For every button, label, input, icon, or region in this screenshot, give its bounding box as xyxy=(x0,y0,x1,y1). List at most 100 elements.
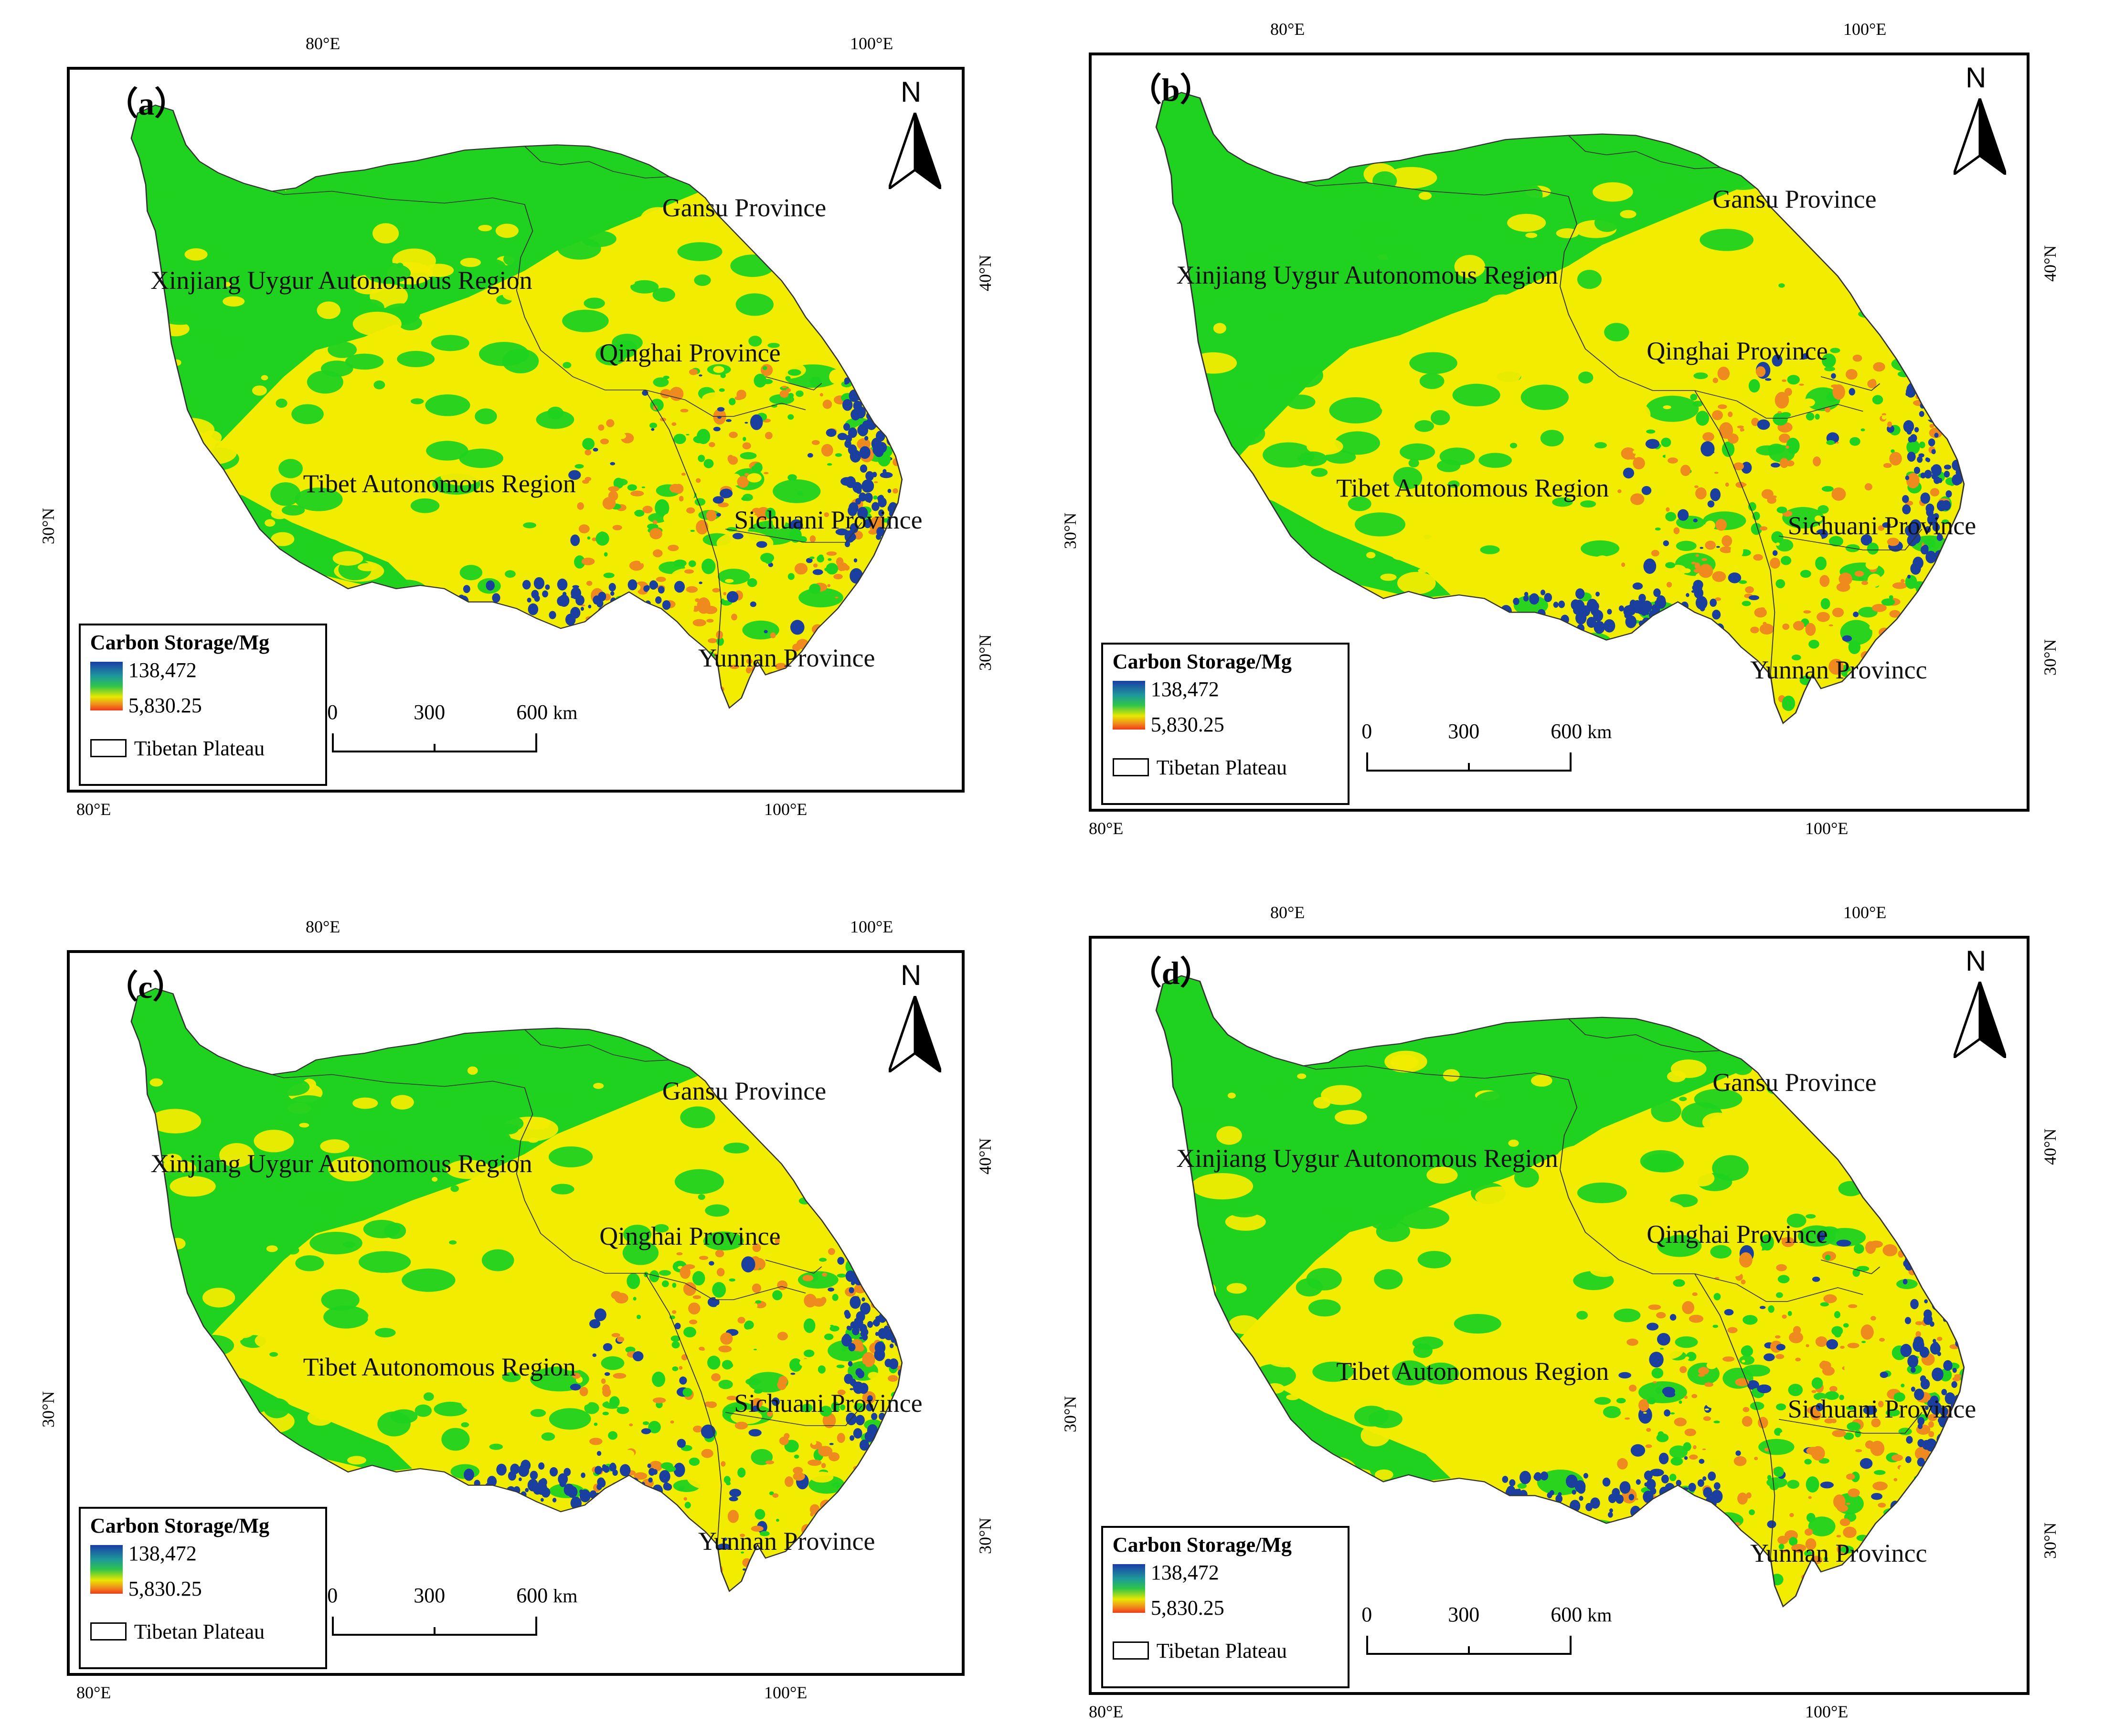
legend-boundary-label: Tibetan Plateau xyxy=(134,737,265,760)
north-letter: N xyxy=(1966,62,1987,94)
legend-high-value: 138,472 xyxy=(1150,677,1219,701)
region-label-sichuan: Sichuani Province xyxy=(1787,1395,1976,1423)
plateau-boundary xyxy=(130,104,903,709)
scale-tick-0: 0 xyxy=(1361,1603,1372,1626)
region-label-qinghai: Qinghai Province xyxy=(1647,1220,1828,1249)
scale-tick-600: 600 km xyxy=(1551,1603,1612,1626)
region-label-gansu: Gansu Province xyxy=(1712,185,1877,214)
legend-low-value: 5,830.25 xyxy=(128,694,202,717)
plateau-map xyxy=(130,987,903,1592)
lon-label-top-80: 80°E xyxy=(1270,20,1305,39)
legend-color-ramp xyxy=(90,1545,123,1594)
region-label-xinjiang: Xinjiang Uygur Autonomous Region xyxy=(150,1149,532,1178)
legend-boundary-swatch xyxy=(90,739,127,757)
map-frame: （c） N Gansu Province Xinjiang Uygur Auto… xyxy=(67,950,965,1676)
plateau-map xyxy=(1155,975,1965,1608)
region-label-tibet: Tibet Autonomous Region xyxy=(303,1353,576,1381)
lon-label-top-100: 100°E xyxy=(1843,20,1887,39)
region-label-tibet: Tibet Autonomous Region xyxy=(1336,473,1609,502)
lon-label-bottom-100: 100°E xyxy=(764,800,808,819)
panel-label: （d） xyxy=(1129,954,1212,991)
legend-boundary-label: Tibetan Plateau xyxy=(134,1620,265,1643)
plateau-boundary xyxy=(130,987,903,1592)
region-label-yunnan: Yunnan Provincc xyxy=(1750,1539,1927,1568)
lon-label-bottom-80: 80°E xyxy=(1089,1702,1124,1721)
north-letter: N xyxy=(1966,945,1987,977)
legend-low-value: 5,830.25 xyxy=(1150,713,1224,736)
lon-label-bottom-80: 80°E xyxy=(1089,819,1124,838)
scale-tick-300: 300 xyxy=(1448,720,1480,743)
region-label-yunnan: Yunnan Province xyxy=(698,1526,875,1556)
region-label-xinjiang: Xinjiang Uygur Autonomous Region xyxy=(1176,1144,1558,1173)
region-label-gansu: Gansu Province xyxy=(662,1077,827,1106)
legend-color-ramp xyxy=(1112,1564,1145,1613)
legend-title: Carbon Storage/Mg xyxy=(90,1514,269,1537)
province-boundaries xyxy=(243,146,862,662)
scale-tick-0: 0 xyxy=(1361,720,1372,743)
legend-color-ramp xyxy=(90,662,123,710)
lon-label-top-80: 80°E xyxy=(1270,903,1305,922)
region-label-yunnan: Yunnan Province xyxy=(698,643,875,672)
region-label-sichuan: Sichuani Province xyxy=(734,1389,923,1418)
lon-label-bottom-100: 100°E xyxy=(1805,1702,1849,1721)
panel-label: （a） xyxy=(106,85,187,122)
north-arrow: N xyxy=(1951,62,2008,189)
plateau-boundary xyxy=(1155,975,1965,1608)
legend-high-value: 138,472 xyxy=(128,658,197,682)
legend-color-ramp xyxy=(1112,681,1145,730)
province-boundaries xyxy=(243,1029,862,1545)
scale-bar: 0 300 600 km xyxy=(1361,719,1632,795)
scale-bar: 0 300 600 km xyxy=(327,1583,597,1660)
province-boundaries xyxy=(1274,135,1923,675)
scale-tick-600: 600 km xyxy=(516,700,578,724)
province-boundaries xyxy=(1274,1018,1923,1558)
region-label-tibet: Tibet Autonomous Region xyxy=(303,469,576,498)
lon-label-top-100: 100°E xyxy=(850,917,893,936)
north-arrow: N xyxy=(886,959,944,1087)
plateau-boundary xyxy=(1155,92,1965,724)
scale-tick-300: 300 xyxy=(1448,1603,1480,1626)
plateau-map xyxy=(1155,92,1965,724)
scale-bar: 0 300 600 km xyxy=(1361,1602,1632,1679)
legend: Carbon Storage/Mg 138,472 5,830.25 Tibet… xyxy=(1101,643,1350,805)
lon-label-bottom-100: 100°E xyxy=(1805,819,1849,838)
lon-label-top-80: 80°E xyxy=(306,917,340,936)
legend-boundary-swatch xyxy=(90,1622,127,1641)
legend-low-value: 5,830.25 xyxy=(1150,1596,1224,1620)
legend-title: Carbon Storage/Mg xyxy=(1112,1533,1292,1556)
lon-label-top-80: 80°E xyxy=(306,34,340,53)
scale-tick-0: 0 xyxy=(327,700,338,724)
legend-boundary-label: Tibetan Plateau xyxy=(1156,756,1287,779)
legend-high-value: 138,472 xyxy=(128,1542,197,1565)
legend-low-value: 5,830.25 xyxy=(128,1577,202,1600)
region-label-sichuan: Sichuani Province xyxy=(1787,511,1976,540)
lon-label-bottom-80: 80°E xyxy=(76,800,111,819)
lat-label-right-30: 30°N xyxy=(2040,1522,2060,1559)
legend-high-value: 138,472 xyxy=(1150,1561,1219,1584)
panel-label: （b） xyxy=(1129,71,1212,108)
scale-bar: 0 300 600 km xyxy=(327,700,597,776)
region-label-xinjiang: Xinjiang Uygur Autonomous Region xyxy=(150,266,532,295)
region-label-qinghai: Qinghai Province xyxy=(599,339,781,368)
legend-boundary-swatch xyxy=(1112,758,1149,776)
region-label-tibet: Tibet Autonomous Region xyxy=(1336,1356,1609,1386)
north-letter: N xyxy=(901,959,922,991)
scale-tick-300: 300 xyxy=(414,700,446,724)
map-frame: （a） N Gansu Province Xinjiang Uygur Auto… xyxy=(67,67,965,793)
legend-title: Carbon Storage/Mg xyxy=(1112,650,1292,673)
map-frame: （b） N Gansu Province Xinjiang Uygur Auto… xyxy=(1089,53,2030,812)
scale-tick-300: 300 xyxy=(414,1584,446,1607)
scale-tick-600: 600 km xyxy=(516,1584,578,1607)
panel-label: （c） xyxy=(106,969,185,1006)
lat-label-left-30: 30°N xyxy=(1061,1396,1080,1432)
legend-title: Carbon Storage/Mg xyxy=(90,631,269,654)
plateau-map xyxy=(130,104,903,709)
legend-boundary-label: Tibetan Plateau xyxy=(1156,1639,1287,1662)
region-label-qinghai: Qinghai Province xyxy=(1647,337,1828,366)
legend: Carbon Storage/Mg 138,472 5,830.25 Tibet… xyxy=(1101,1526,1350,1688)
map-frame: （d） N Gansu Province Xinjiang Uygur Auto… xyxy=(1089,936,2030,1695)
region-label-qinghai: Qinghai Province xyxy=(599,1222,781,1251)
